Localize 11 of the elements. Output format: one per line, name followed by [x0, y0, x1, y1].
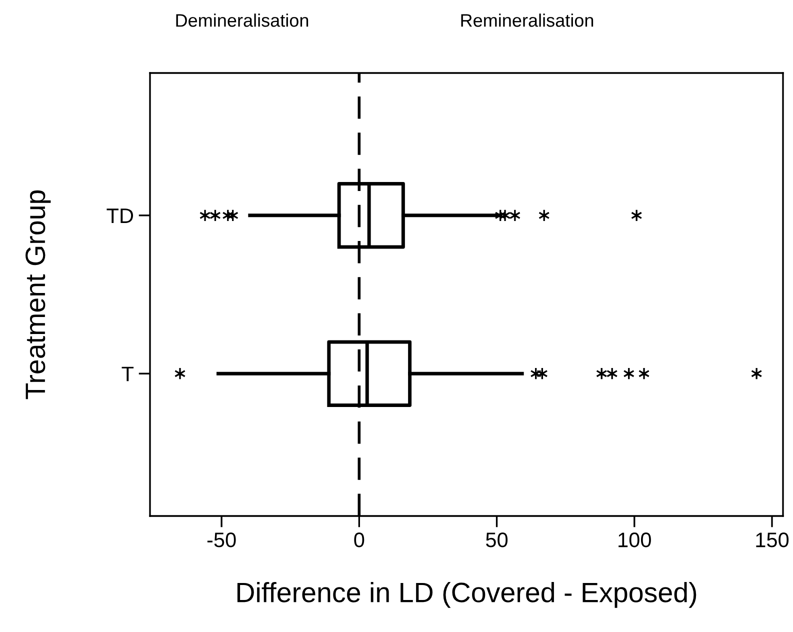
y-tick-label: T: [122, 366, 134, 382]
x-tick-label: 50: [486, 532, 508, 548]
y-tick-label: TD: [106, 208, 134, 223]
x-tick-label: -50: [207, 532, 236, 548]
x-tick-label: 150: [756, 532, 789, 548]
text: Remineralisation: [461, 14, 594, 27]
x-tick-label: 0: [354, 532, 364, 548]
y-axis-title: Treatment Group: [26, 190, 51, 400]
text: Demineralisation: [176, 14, 308, 27]
x-axis-title: Difference in LD (Covered - Exposed): [237, 582, 696, 608]
x-tick-label: 100: [618, 532, 651, 548]
